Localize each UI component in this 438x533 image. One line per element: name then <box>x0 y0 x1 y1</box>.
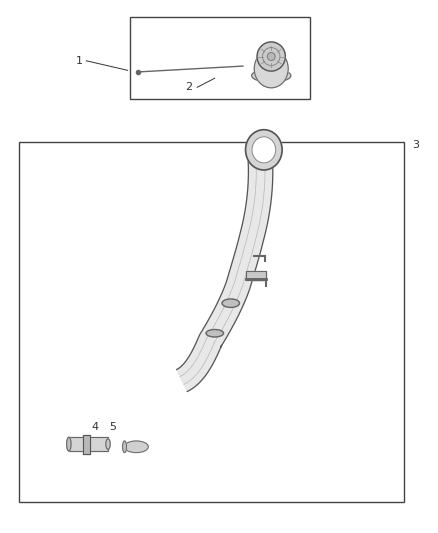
Bar <box>83 434 90 454</box>
Ellipse shape <box>222 299 240 308</box>
Ellipse shape <box>252 137 276 163</box>
Bar <box>83 434 90 454</box>
Bar <box>69 437 108 451</box>
Ellipse shape <box>246 130 282 170</box>
Ellipse shape <box>67 437 71 451</box>
Ellipse shape <box>106 439 110 449</box>
Ellipse shape <box>254 50 288 88</box>
Text: 5: 5 <box>109 422 116 432</box>
Ellipse shape <box>257 42 286 71</box>
Bar <box>69 437 108 451</box>
Polygon shape <box>247 271 266 280</box>
Text: 3: 3 <box>412 140 419 150</box>
Ellipse shape <box>124 441 148 453</box>
Ellipse shape <box>206 329 223 337</box>
Text: 1: 1 <box>76 56 83 66</box>
Ellipse shape <box>267 53 275 61</box>
Ellipse shape <box>252 69 291 82</box>
Bar <box>19 142 404 503</box>
Polygon shape <box>177 160 273 391</box>
Text: 4: 4 <box>92 422 99 432</box>
Text: 2: 2 <box>185 82 192 92</box>
Bar <box>130 17 311 100</box>
Ellipse shape <box>123 441 127 453</box>
